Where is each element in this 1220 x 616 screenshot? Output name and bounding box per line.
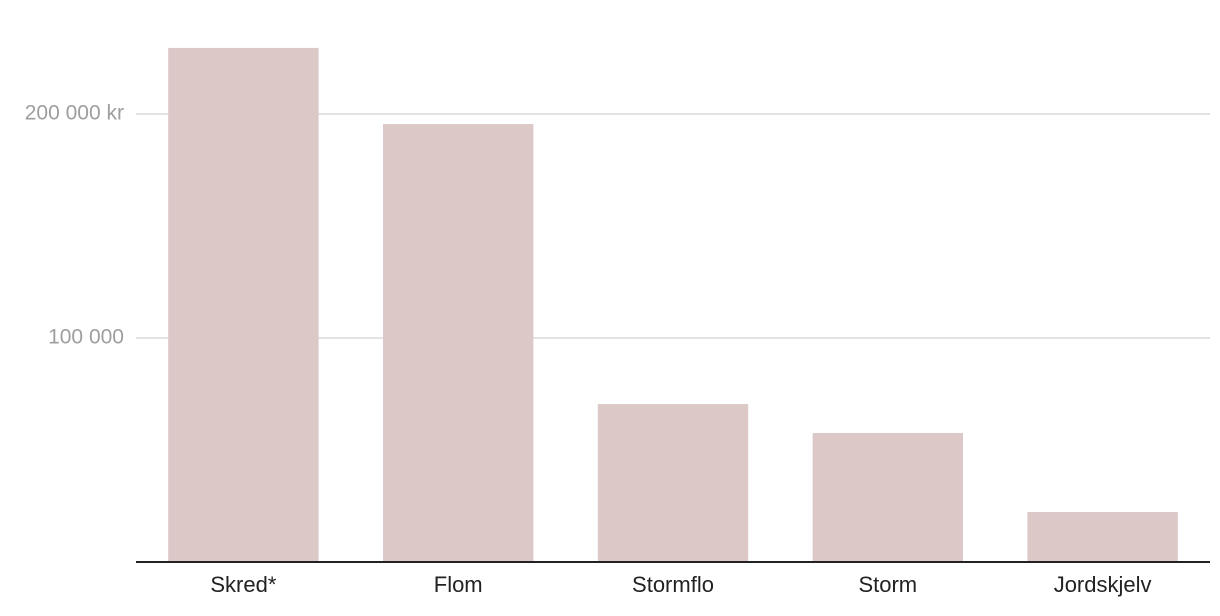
x-tick-label: Stormflo [632, 572, 714, 597]
y-tick-label: 200 000 kr [25, 102, 124, 125]
x-tick-label: Skred* [210, 572, 276, 597]
bar [383, 124, 534, 562]
bar [168, 47, 319, 563]
x-tick-label: Storm [858, 572, 917, 597]
y-tick-label: 100 000 [48, 326, 124, 349]
x-tick-label: Jordskjelv [1054, 572, 1152, 597]
bar [812, 432, 963, 562]
bar [1027, 512, 1178, 562]
x-tick-label: Flom [434, 572, 483, 597]
bar [597, 404, 749, 562]
